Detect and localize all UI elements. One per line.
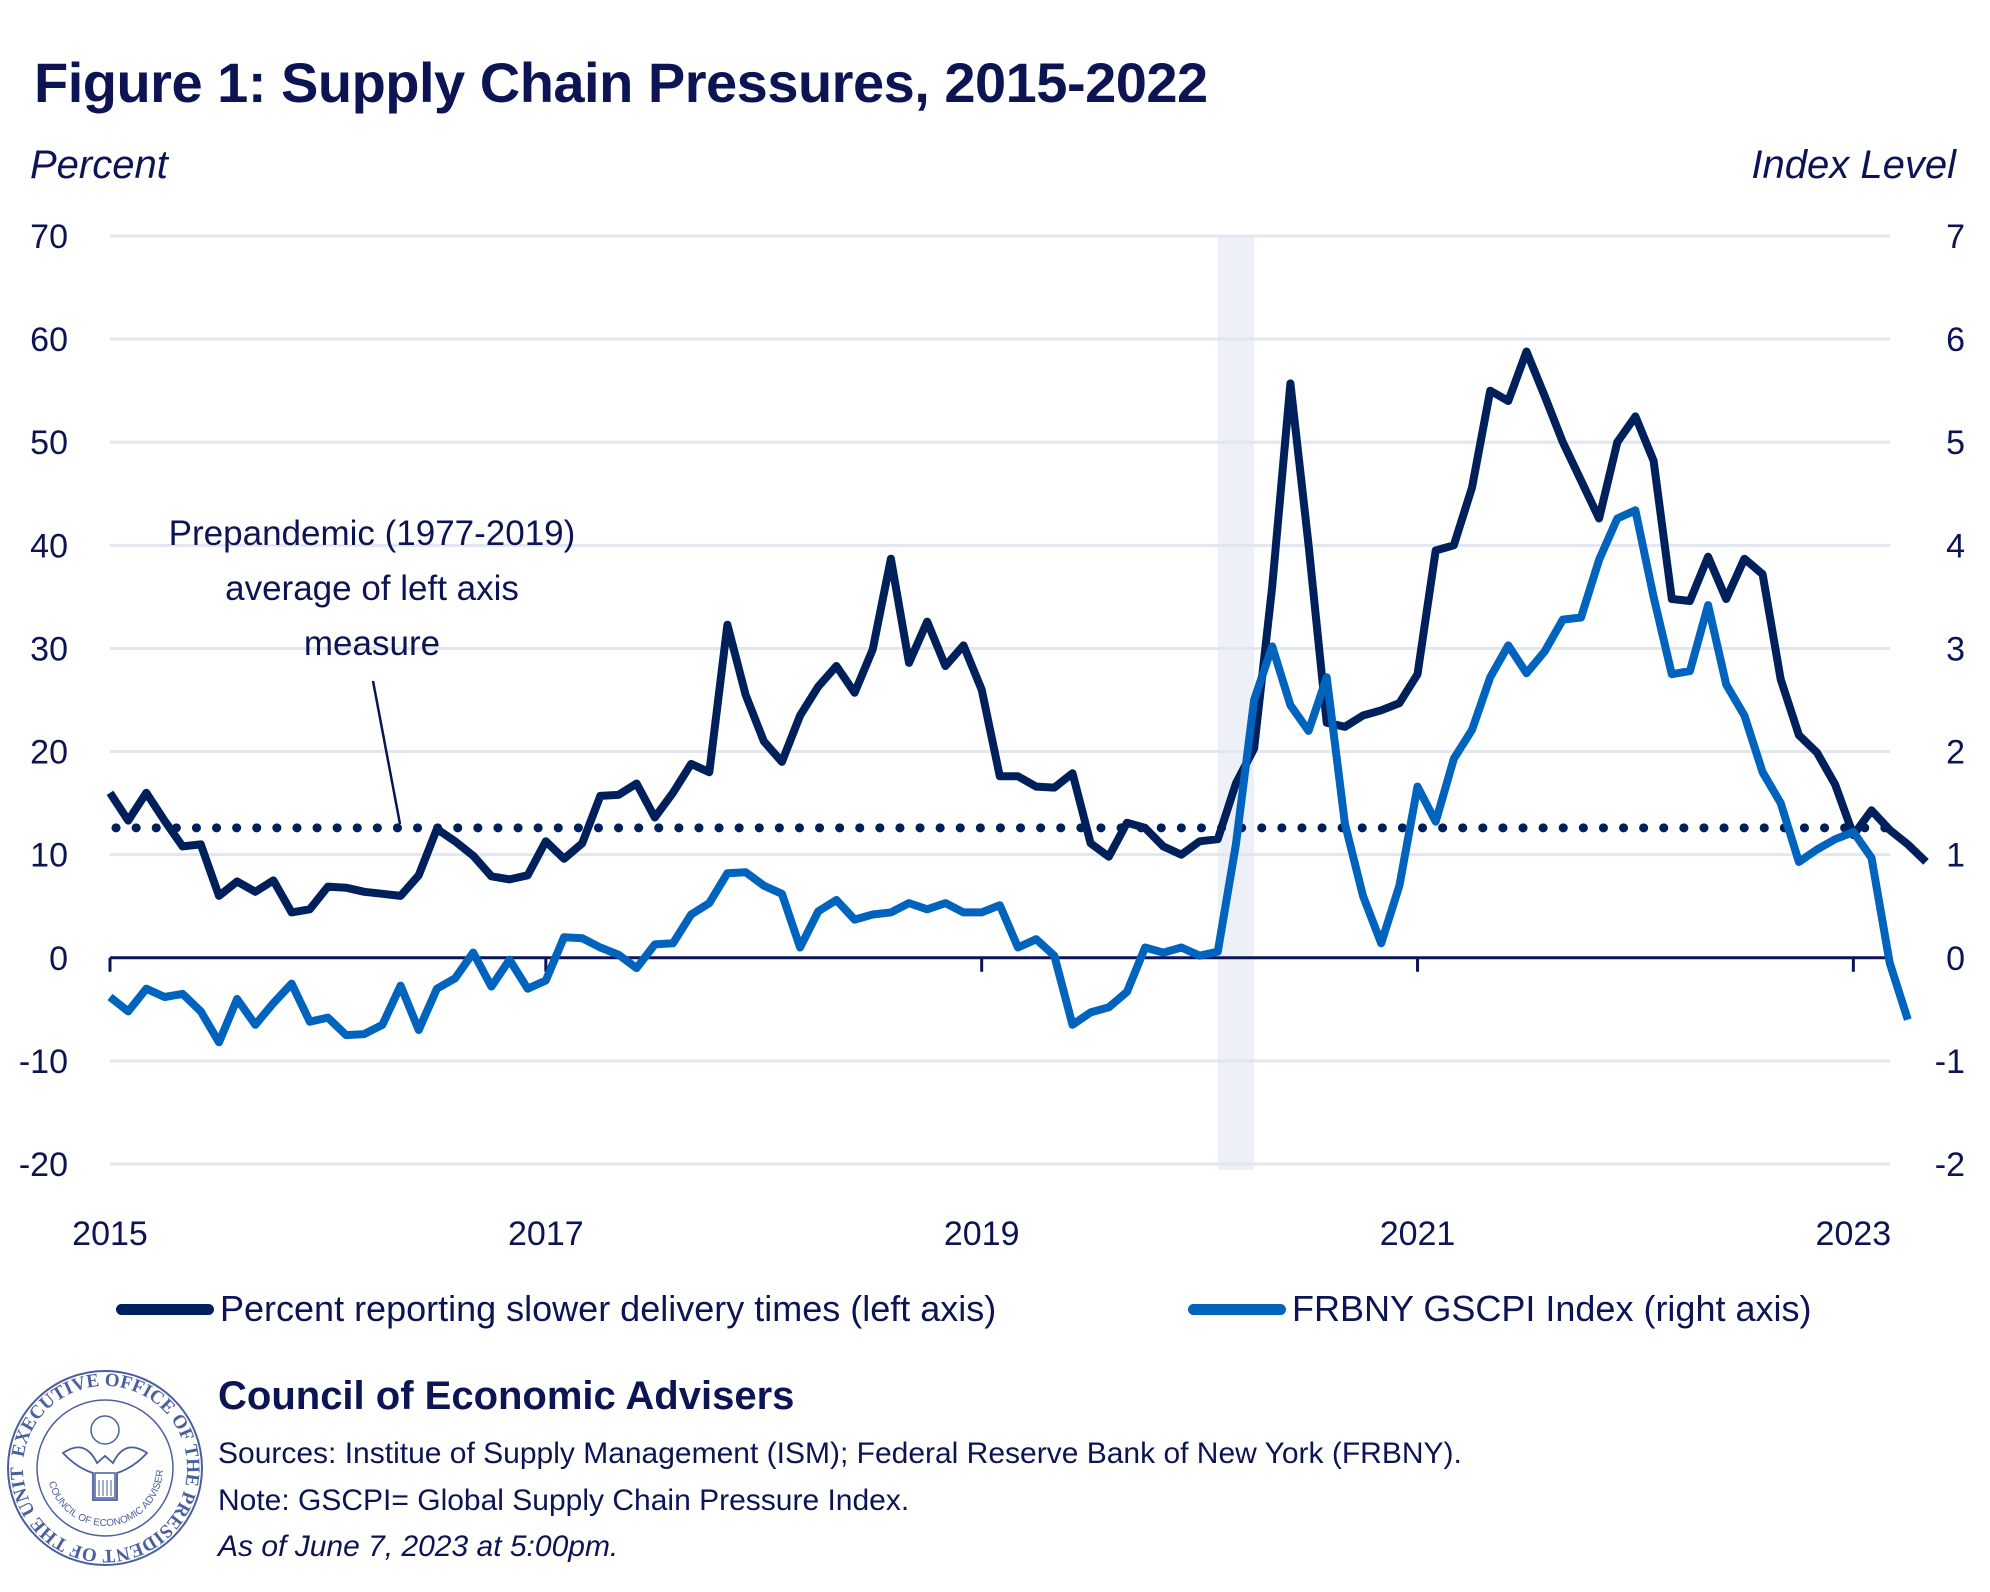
gridlines (110, 234, 1890, 1166)
x-tick-label: 2015 (72, 1215, 148, 1253)
series-line-frbny-gscpi (107, 506, 1912, 1047)
sources-text: Sources: Institue of Supply Management (… (218, 1437, 1462, 1470)
x-tick-label: 2017 (508, 1215, 584, 1253)
left-tick-label: -20 (19, 1146, 68, 1184)
left-tick-label: 70 (30, 218, 68, 256)
left-tick-label: 10 (30, 837, 68, 875)
right-axis-title: Index Level (1751, 143, 1956, 187)
as-of-text: As of June 7, 2023 at 5:00pm. (218, 1530, 619, 1563)
right-tick-label: 5 (1946, 424, 1965, 462)
left-tick-label: 40 (30, 527, 68, 565)
right-tick-label: 3 (1946, 630, 1965, 668)
legend-item-ism[interactable]: Percent reporting slower delivery times … (116, 1288, 996, 1330)
right-tick-label: 7 (1946, 218, 1965, 256)
legend-swatch-ism (116, 1303, 214, 1315)
x-tick-label: 2021 (1380, 1215, 1456, 1253)
left-tick-label: 0 (49, 940, 68, 978)
annotation-line-3: measure (304, 624, 440, 663)
series-layer (106, 347, 1929, 1047)
x-tick-label: 2023 (1816, 1215, 1892, 1253)
legend: Percent reporting slower delivery times … (0, 1288, 1990, 1338)
right-axis-ticks: 7 6 5 4 3 2 1 0 -1 -2 (1935, 218, 1965, 1184)
left-tick-label: 60 (30, 321, 68, 359)
chart-title: Figure 1: Supply Chain Pressures, 2015-2… (34, 51, 1208, 114)
left-tick-label: 50 (30, 424, 68, 462)
annotation-layer: Prepandemic (1977-2019) average of left … (169, 514, 576, 825)
left-tick-label: -10 (19, 1043, 68, 1081)
left-tick-label: 30 (30, 630, 68, 668)
legend-label-gscpi: FRBNY GSCPI Index (right axis) (1292, 1288, 1812, 1329)
left-axis-title: Percent (30, 143, 168, 187)
right-tick-label: 4 (1946, 527, 1965, 565)
right-tick-label: 1 (1946, 837, 1965, 875)
right-tick-label: 0 (1946, 940, 1965, 978)
note-text: Note: GSCPI= Global Supply Chain Pressur… (218, 1484, 910, 1517)
footer: EXECUTIVE OFFICE OF THE PRESIDENT OF THE… (0, 1360, 1990, 1592)
organization-name: Council of Economic Advisers (218, 1374, 795, 1418)
recession-band (1217, 236, 1255, 1170)
x-tick-label: 2019 (944, 1215, 1020, 1253)
left-axis-ticks: 70 60 50 40 30 20 10 0 -10 -20 (19, 218, 68, 1184)
left-tick-label: 20 (30, 734, 68, 772)
right-tick-label: 2 (1946, 734, 1965, 772)
legend-item-gscpi[interactable]: FRBNY GSCPI Index (right axis) (1188, 1288, 1812, 1330)
annotation-line-2: average of left axis (225, 569, 519, 608)
right-tick-label: -2 (1935, 1146, 1965, 1184)
annotation-pointer (371, 680, 402, 825)
x-axis-ticks: 2015 2017 2019 2021 2023 (72, 956, 1892, 1253)
right-tick-label: -1 (1935, 1043, 1965, 1081)
legend-swatch-gscpi (1188, 1303, 1286, 1315)
series-line-ism-slower-deliveries (106, 347, 1929, 917)
right-tick-label: 6 (1946, 321, 1965, 359)
annotation-line-1: Prepandemic (1977-2019) (169, 514, 576, 553)
recession-band-layer (1217, 236, 1255, 1170)
presidential-seal-icon: EXECUTIVE OFFICE OF THE PRESIDENT OF THE… (5, 1368, 203, 1566)
legend-label-ism: Percent reporting slower delivery times … (220, 1288, 997, 1329)
